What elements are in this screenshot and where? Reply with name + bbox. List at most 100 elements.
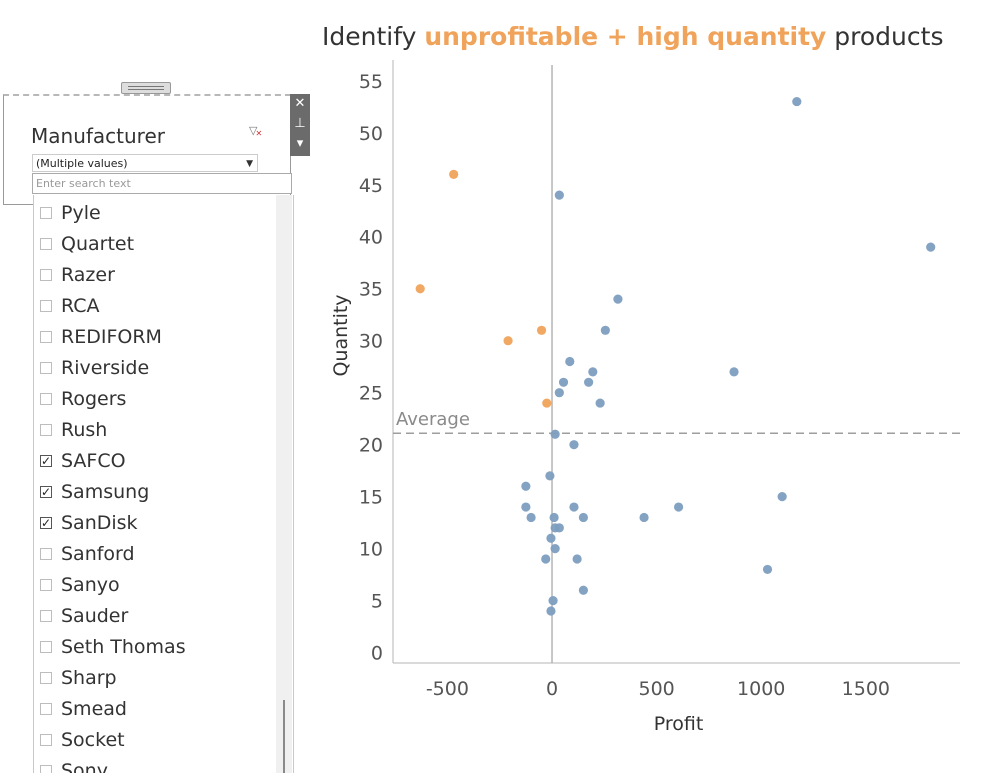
- list-item-label: Sauder: [61, 604, 129, 627]
- search-input[interactable]: Enter search text: [32, 173, 292, 194]
- data-point: [613, 294, 623, 304]
- list-item-label: Riverside: [61, 356, 150, 379]
- close-icon[interactable]: ✕: [294, 96, 306, 111]
- checkbox[interactable]: [40, 392, 52, 405]
- title-highlight: unprofitable + high quantity: [424, 22, 827, 51]
- data-point: [521, 502, 531, 512]
- y-tick-label: 10: [359, 539, 383, 561]
- multiple-values-dropdown[interactable]: (Multiple values) ▼: [32, 154, 258, 172]
- list-item[interactable]: Smead: [40, 693, 127, 724]
- checkbox[interactable]: [40, 237, 52, 250]
- list-item[interactable]: Sharp: [40, 662, 117, 693]
- data-point: [549, 512, 559, 523]
- list-item-label: Smead: [61, 697, 127, 720]
- checkbox[interactable]: [40, 640, 52, 653]
- checkbox[interactable]: [40, 671, 52, 684]
- y-axis-title: Quantity: [330, 294, 352, 376]
- checkbox[interactable]: [40, 361, 52, 374]
- list-item[interactable]: Rush: [40, 414, 107, 445]
- list-item[interactable]: Sanford: [40, 538, 135, 569]
- data-point: [550, 544, 560, 554]
- pin-icon[interactable]: ⊥: [294, 116, 306, 131]
- scrollbar[interactable]: [276, 195, 292, 773]
- checkbox[interactable]: [40, 764, 52, 773]
- title-suffix: products: [826, 22, 944, 51]
- data-point: [545, 471, 555, 481]
- checkbox[interactable]: [40, 423, 52, 436]
- checkbox[interactable]: ✓: [40, 515, 52, 530]
- list-item[interactable]: Riverside: [40, 352, 149, 383]
- list-item-label: Sanyo: [61, 573, 120, 596]
- list-item[interactable]: Seth Thomas: [40, 631, 186, 662]
- filter-toolbar: ✕ ⊥ ▾: [290, 94, 310, 156]
- y-tick-label: 20: [359, 435, 383, 457]
- list-item[interactable]: ✓ SAFCO: [40, 445, 126, 476]
- list-item[interactable]: Sauder: [40, 600, 128, 631]
- list-item[interactable]: ✓ Samsung: [40, 476, 149, 507]
- list-item-label: Pyle: [61, 201, 101, 224]
- title-prefix: Identify: [322, 22, 425, 51]
- data-point: [546, 533, 556, 543]
- data-point: [729, 367, 739, 377]
- list-item-label: Samsung: [61, 480, 150, 503]
- data-point: [548, 596, 558, 606]
- checkbox[interactable]: [40, 609, 52, 622]
- list-item[interactable]: Sony: [40, 755, 108, 773]
- list-item[interactable]: Rogers: [40, 383, 126, 414]
- data-point: [595, 398, 605, 408]
- scatter-chart: 0 5 10 15 20 25 30 35 40 45 50 55 -500 0 500 1000 1500 Pr…: [330, 60, 960, 735]
- average-label: Average: [396, 409, 470, 430]
- data-point: [792, 96, 802, 107]
- data-point: [521, 481, 531, 491]
- list-item[interactable]: RCA: [40, 290, 100, 321]
- data-point: [673, 502, 684, 512]
- list-item[interactable]: REDIFORM: [40, 321, 162, 352]
- checkbox[interactable]: [40, 268, 52, 281]
- y-tick-label: 50: [359, 123, 383, 145]
- list-item[interactable]: Socket: [40, 724, 125, 755]
- list-item[interactable]: Razer: [40, 259, 115, 290]
- checkbox[interactable]: [40, 299, 52, 312]
- x-tick-label: 500: [638, 678, 674, 700]
- checkbox[interactable]: [40, 206, 52, 219]
- y-tick-label: 35: [359, 279, 383, 301]
- data-point-unprofitable: [415, 284, 425, 294]
- data-point: [569, 502, 579, 512]
- drag-handle[interactable]: [121, 82, 171, 94]
- manufacturer-list: Pyle Quartet Razer RCA REDIFORM Riverside Roge…: [33, 195, 294, 773]
- data-point: [584, 377, 594, 387]
- data-point: [777, 492, 787, 502]
- data-point: [541, 554, 551, 564]
- list-item-label: Rush: [61, 418, 108, 441]
- data-point: [565, 356, 575, 367]
- checkbox[interactable]: [40, 578, 52, 591]
- checkbox[interactable]: [40, 330, 52, 343]
- list-item[interactable]: ✓ SanDisk: [40, 507, 138, 538]
- y-tick-label: 40: [359, 227, 383, 249]
- data-point: [526, 512, 536, 523]
- list-item[interactable]: Quartet: [40, 228, 134, 259]
- checkbox[interactable]: [40, 547, 52, 560]
- checkbox[interactable]: ✓: [40, 453, 52, 468]
- x-axis-title: Profit: [654, 713, 704, 735]
- checkbox[interactable]: [40, 702, 52, 715]
- data-point: [639, 512, 649, 523]
- list-item[interactable]: Pyle: [40, 197, 101, 228]
- filter-title: Manufacturer: [31, 124, 165, 148]
- chart-title: Identify unprofitable + high quantity pr…: [322, 22, 943, 51]
- list-item[interactable]: Sanyo: [40, 569, 120, 600]
- x-tick-label: 1000: [737, 678, 785, 700]
- list-item-label: REDIFORM: [61, 325, 162, 348]
- checkbox[interactable]: ✓: [40, 484, 52, 499]
- data-point: [569, 440, 579, 450]
- scrollbar-thumb[interactable]: [283, 700, 285, 773]
- checkbox[interactable]: [40, 733, 52, 746]
- data-point-unprofitable: [536, 325, 547, 335]
- chevron-down-icon: ▼: [246, 159, 253, 169]
- menu-down-icon[interactable]: ▾: [296, 136, 304, 151]
- data-point: [554, 190, 564, 200]
- data-point: [762, 564, 773, 575]
- clear-filter-icon[interactable]: ▽✕: [249, 124, 263, 138]
- y-tick-label: 55: [359, 71, 383, 93]
- data-point: [600, 325, 610, 335]
